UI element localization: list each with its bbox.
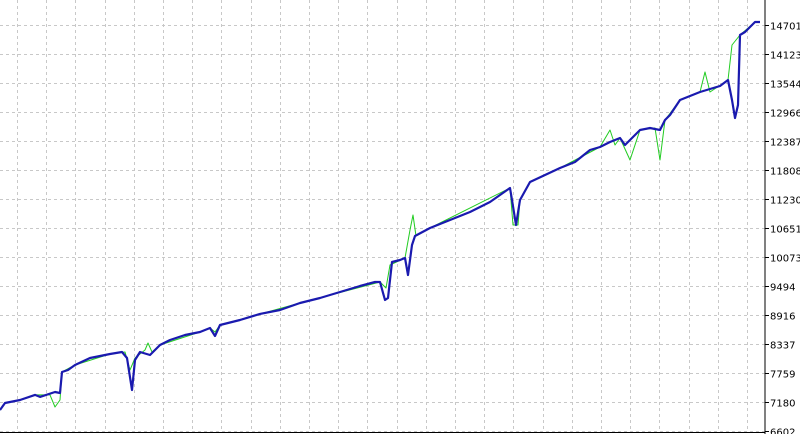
y-tick-label: 13544 [770, 80, 800, 91]
y-tick-label: 10651 [770, 225, 800, 236]
series-group [0, 20, 760, 411]
y-tick-label: 10073 [770, 254, 800, 265]
y-tick-label: 11808 [770, 167, 800, 178]
y-ticks: 14701 14123 13544 12966 12387 11808 11230 10651… [765, 22, 800, 434]
y-tick-label: 8916 [770, 312, 795, 323]
y-tick-label: 12966 [770, 109, 800, 120]
equity-line [0, 20, 760, 411]
y-tick-label: 7759 [770, 370, 795, 381]
y-tick-label: 8337 [770, 341, 795, 352]
balance-line [0, 21, 760, 411]
y-tick-label: 6602 [770, 428, 795, 434]
y-tick-label: 12387 [770, 138, 800, 149]
y-tick-label: 14123 [770, 51, 800, 62]
y-tick-label: 14701 [770, 22, 800, 33]
y-tick-label: 11230 [770, 196, 800, 207]
y-tick-label: 9494 [770, 283, 795, 294]
y-tick-label: 7180 [770, 399, 795, 410]
grid [0, 0, 765, 432]
